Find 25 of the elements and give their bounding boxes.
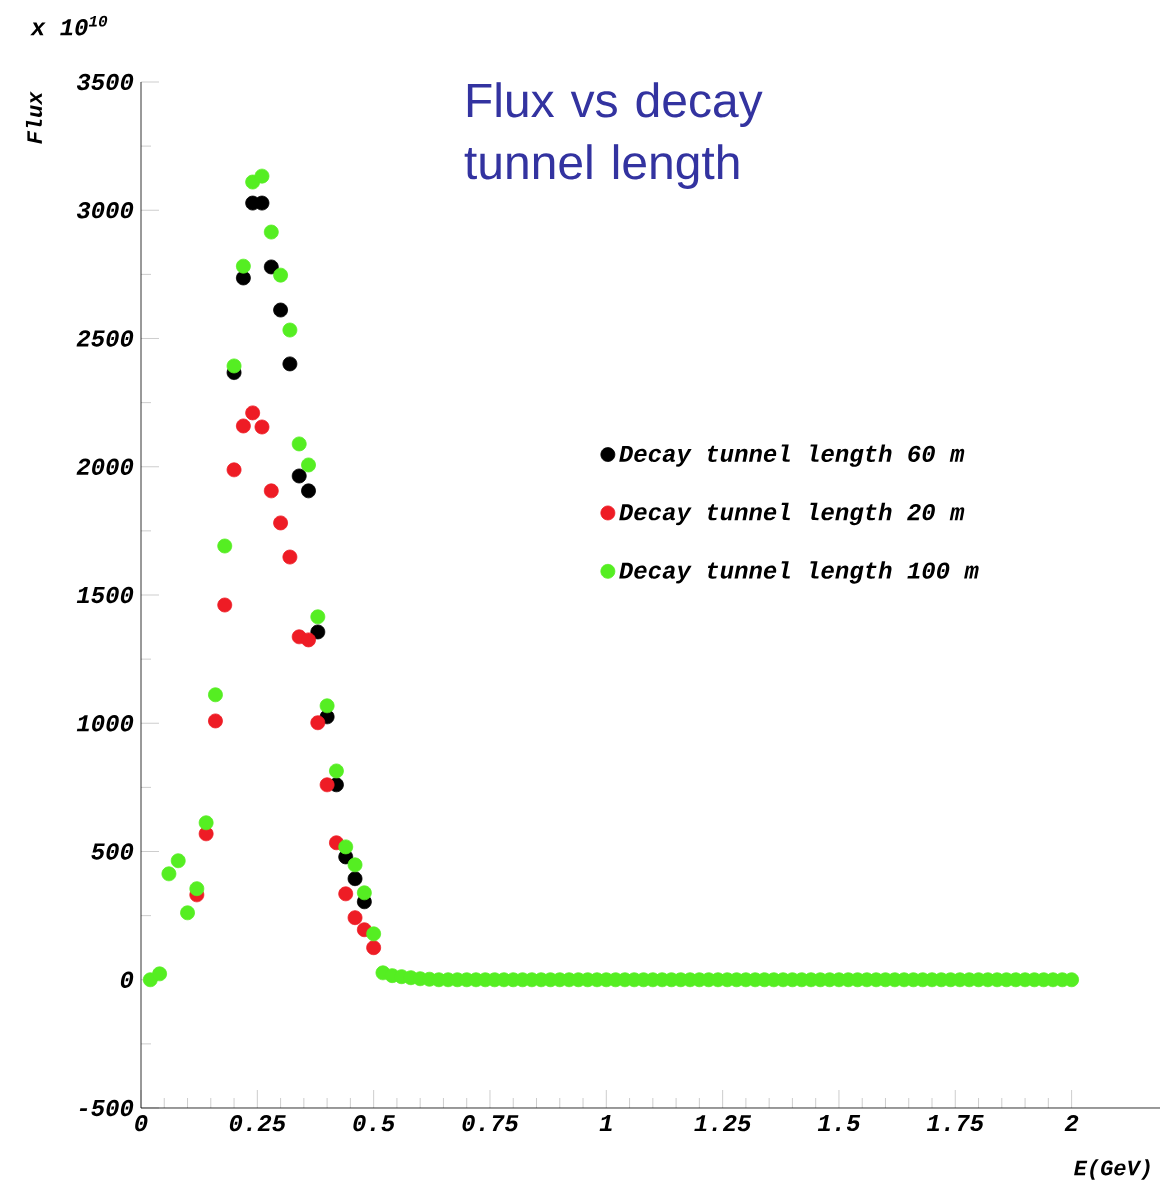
- y-tick-label: 500: [91, 843, 134, 860]
- y-tick-label: -500: [79, 1099, 134, 1117]
- x-tick-label: 1.25: [694, 1115, 752, 1132]
- x-tick-label: 1.75: [926, 1115, 984, 1132]
- text: x 10$^{10}$: [30, 15, 108, 36]
- x-tick-label: 0.75: [462, 1115, 519, 1132]
- x-tick-label: 1: [599, 1115, 612, 1131]
- y-tick-label: 2000: [76, 458, 134, 475]
- x-tick-label: 0.25: [229, 1115, 286, 1132]
- y-tick-label: 3500: [77, 73, 134, 91]
- y-tick-label: 0: [120, 971, 134, 988]
- y-tick-label: 3000: [77, 202, 134, 219]
- legend-label: Decay tunnel length 20 m: [619, 502, 965, 526]
- x-tick-label: 2: [1064, 1115, 1079, 1132]
- text: Flux vs decay tunnel length: [464, 82, 763, 189]
- x-tick-label: 1.5: [817, 1115, 861, 1132]
- y-tick-label: 1500: [76, 586, 134, 604]
- x-tick-label: 0: [135, 1115, 148, 1132]
- x-axis-title: E(GeV): [1074, 1159, 1150, 1180]
- y-tick-label: 2500: [76, 330, 134, 347]
- y-axis-title: Flux: [25, 91, 43, 144]
- legend-label: Decay tunnel length 60 m: [619, 444, 965, 467]
- x-tick-label: 0.5: [353, 1115, 395, 1132]
- y-tick-label: 1000: [76, 715, 134, 732]
- legend-label: Decay tunnel length 100 m: [619, 561, 979, 584]
